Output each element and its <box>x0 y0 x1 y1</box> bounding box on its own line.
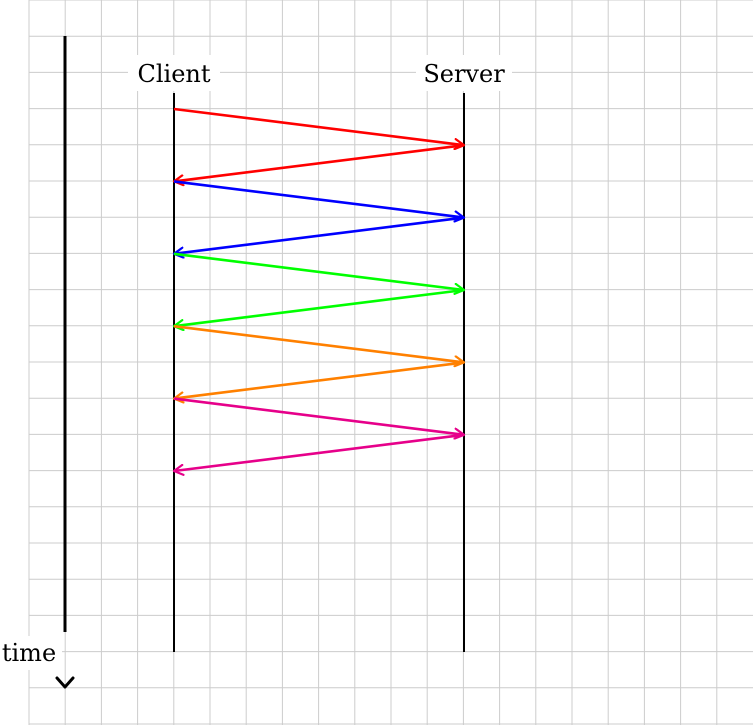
background-grid <box>28 0 753 725</box>
time-axis-arrow-icon <box>55 676 75 689</box>
message-arrow-1 <box>173 107 464 145</box>
message-arrow-8 <box>174 361 465 398</box>
message-arrow-4 <box>174 216 465 254</box>
message-arrow-10 <box>174 433 465 471</box>
message-arrow-2 <box>174 143 465 181</box>
client-label: Client <box>137 60 210 88</box>
message-arrow-9 <box>173 397 464 435</box>
server-label: Server <box>423 60 505 88</box>
message-arrow-5 <box>173 252 464 290</box>
message-arrow-7 <box>173 324 464 362</box>
message-arrow-6 <box>174 288 465 326</box>
message-arrows <box>173 107 465 471</box>
server-label-background <box>416 55 512 91</box>
message-arrow-3 <box>173 180 464 217</box>
time-label: time <box>2 639 56 667</box>
client-label-background <box>128 55 220 91</box>
time-label-background <box>0 636 62 670</box>
